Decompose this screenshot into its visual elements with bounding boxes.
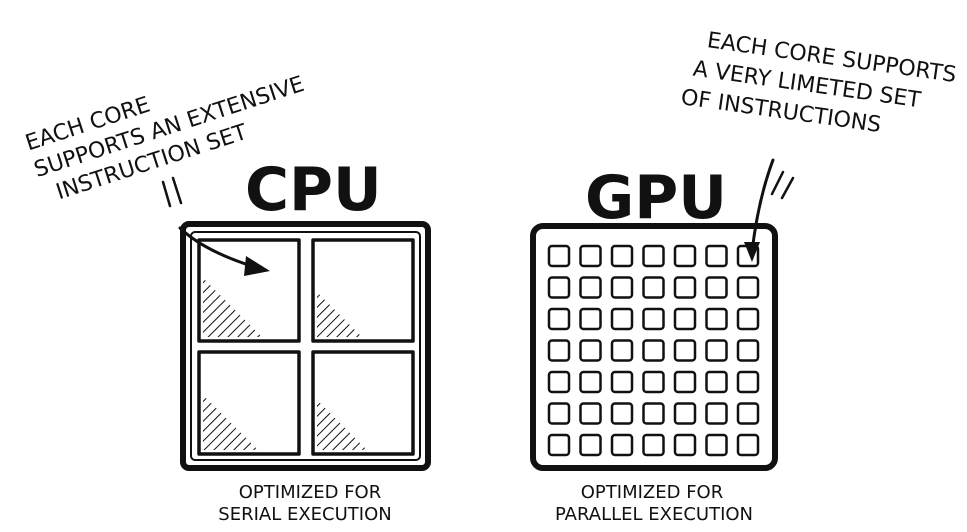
gpu-core — [736, 307, 760, 331]
gpu-core — [736, 339, 760, 362]
gpu-core — [736, 244, 760, 268]
gpu-core — [705, 433, 728, 457]
gpu-core — [736, 276, 760, 299]
gpu-core — [610, 244, 634, 268]
gpu-core — [642, 244, 665, 268]
gpu-core — [610, 307, 634, 331]
cpu-arrow-ticks — [161, 176, 183, 208]
gpu-core — [610, 276, 634, 299]
gpu-core — [673, 307, 697, 331]
gpu-core — [547, 244, 571, 268]
gpu-core — [642, 433, 665, 457]
gpu-core — [705, 307, 728, 331]
gpu-core — [705, 276, 728, 299]
gpu-annotation: EACH CORE SUPPORTS A VERY LIMETED SET OF… — [679, 28, 958, 138]
gpu-core — [610, 433, 634, 457]
gpu-core — [736, 370, 760, 394]
gpu-core — [673, 402, 697, 425]
gpu-core — [642, 339, 665, 362]
gpu-chip-outer-border — [530, 223, 778, 471]
gpu-core-grid — [547, 244, 760, 457]
gpu-core — [705, 402, 728, 425]
gpu-core — [610, 402, 634, 425]
gpu-core — [673, 339, 697, 362]
cpu-core — [197, 238, 301, 343]
gpu-core — [579, 276, 602, 299]
gpu-core — [673, 276, 697, 299]
cpu-arrow-head-icon — [244, 256, 270, 276]
gpu-core — [673, 370, 697, 394]
gpu-core — [705, 370, 728, 394]
gpu-core — [547, 339, 571, 362]
cpu-arrow — [178, 226, 270, 276]
gpu-core — [547, 370, 571, 394]
cpu-core — [311, 350, 415, 456]
gpu-core — [579, 339, 602, 362]
gpu-arrow-ticks — [770, 170, 795, 200]
gpu-core — [642, 402, 665, 425]
gpu-core — [642, 370, 665, 394]
gpu-core — [547, 307, 571, 331]
gpu-caption-line-2: PARALLEL EXECUTION — [555, 504, 753, 525]
cpu-core — [311, 238, 415, 343]
cpu-title: CPU — [245, 155, 382, 225]
cpu-core — [197, 350, 301, 456]
cpu-caption-line-2: SERIAL EXECUTION — [218, 504, 391, 525]
gpu-core — [642, 307, 665, 331]
gpu-caption-line-1: OPTIMIZED FOR — [581, 482, 723, 503]
gpu-core — [579, 433, 602, 457]
gpu-core — [579, 370, 602, 394]
cpu-caption-line-1: OPTIMIZED FOR — [239, 482, 381, 503]
gpu-chip — [530, 223, 778, 471]
gpu-core — [579, 307, 602, 331]
gpu-core — [736, 402, 760, 425]
gpu-core — [705, 339, 728, 362]
gpu-title: GPU — [585, 163, 727, 233]
gpu-core — [547, 276, 571, 299]
gpu-core — [705, 244, 728, 268]
gpu-core — [547, 402, 571, 425]
gpu-core — [642, 276, 665, 299]
cpu-chip-outer-border — [180, 221, 431, 471]
gpu-core — [579, 402, 602, 425]
gpu-core — [610, 370, 634, 394]
gpu-core — [673, 244, 697, 268]
cpu-chip — [180, 221, 431, 471]
cpu-chip-inner-border — [190, 231, 421, 461]
gpu-core — [579, 244, 602, 268]
gpu-core — [547, 433, 571, 457]
gpu-core — [673, 433, 697, 457]
gpu-core — [736, 433, 760, 457]
gpu-core — [610, 339, 634, 362]
